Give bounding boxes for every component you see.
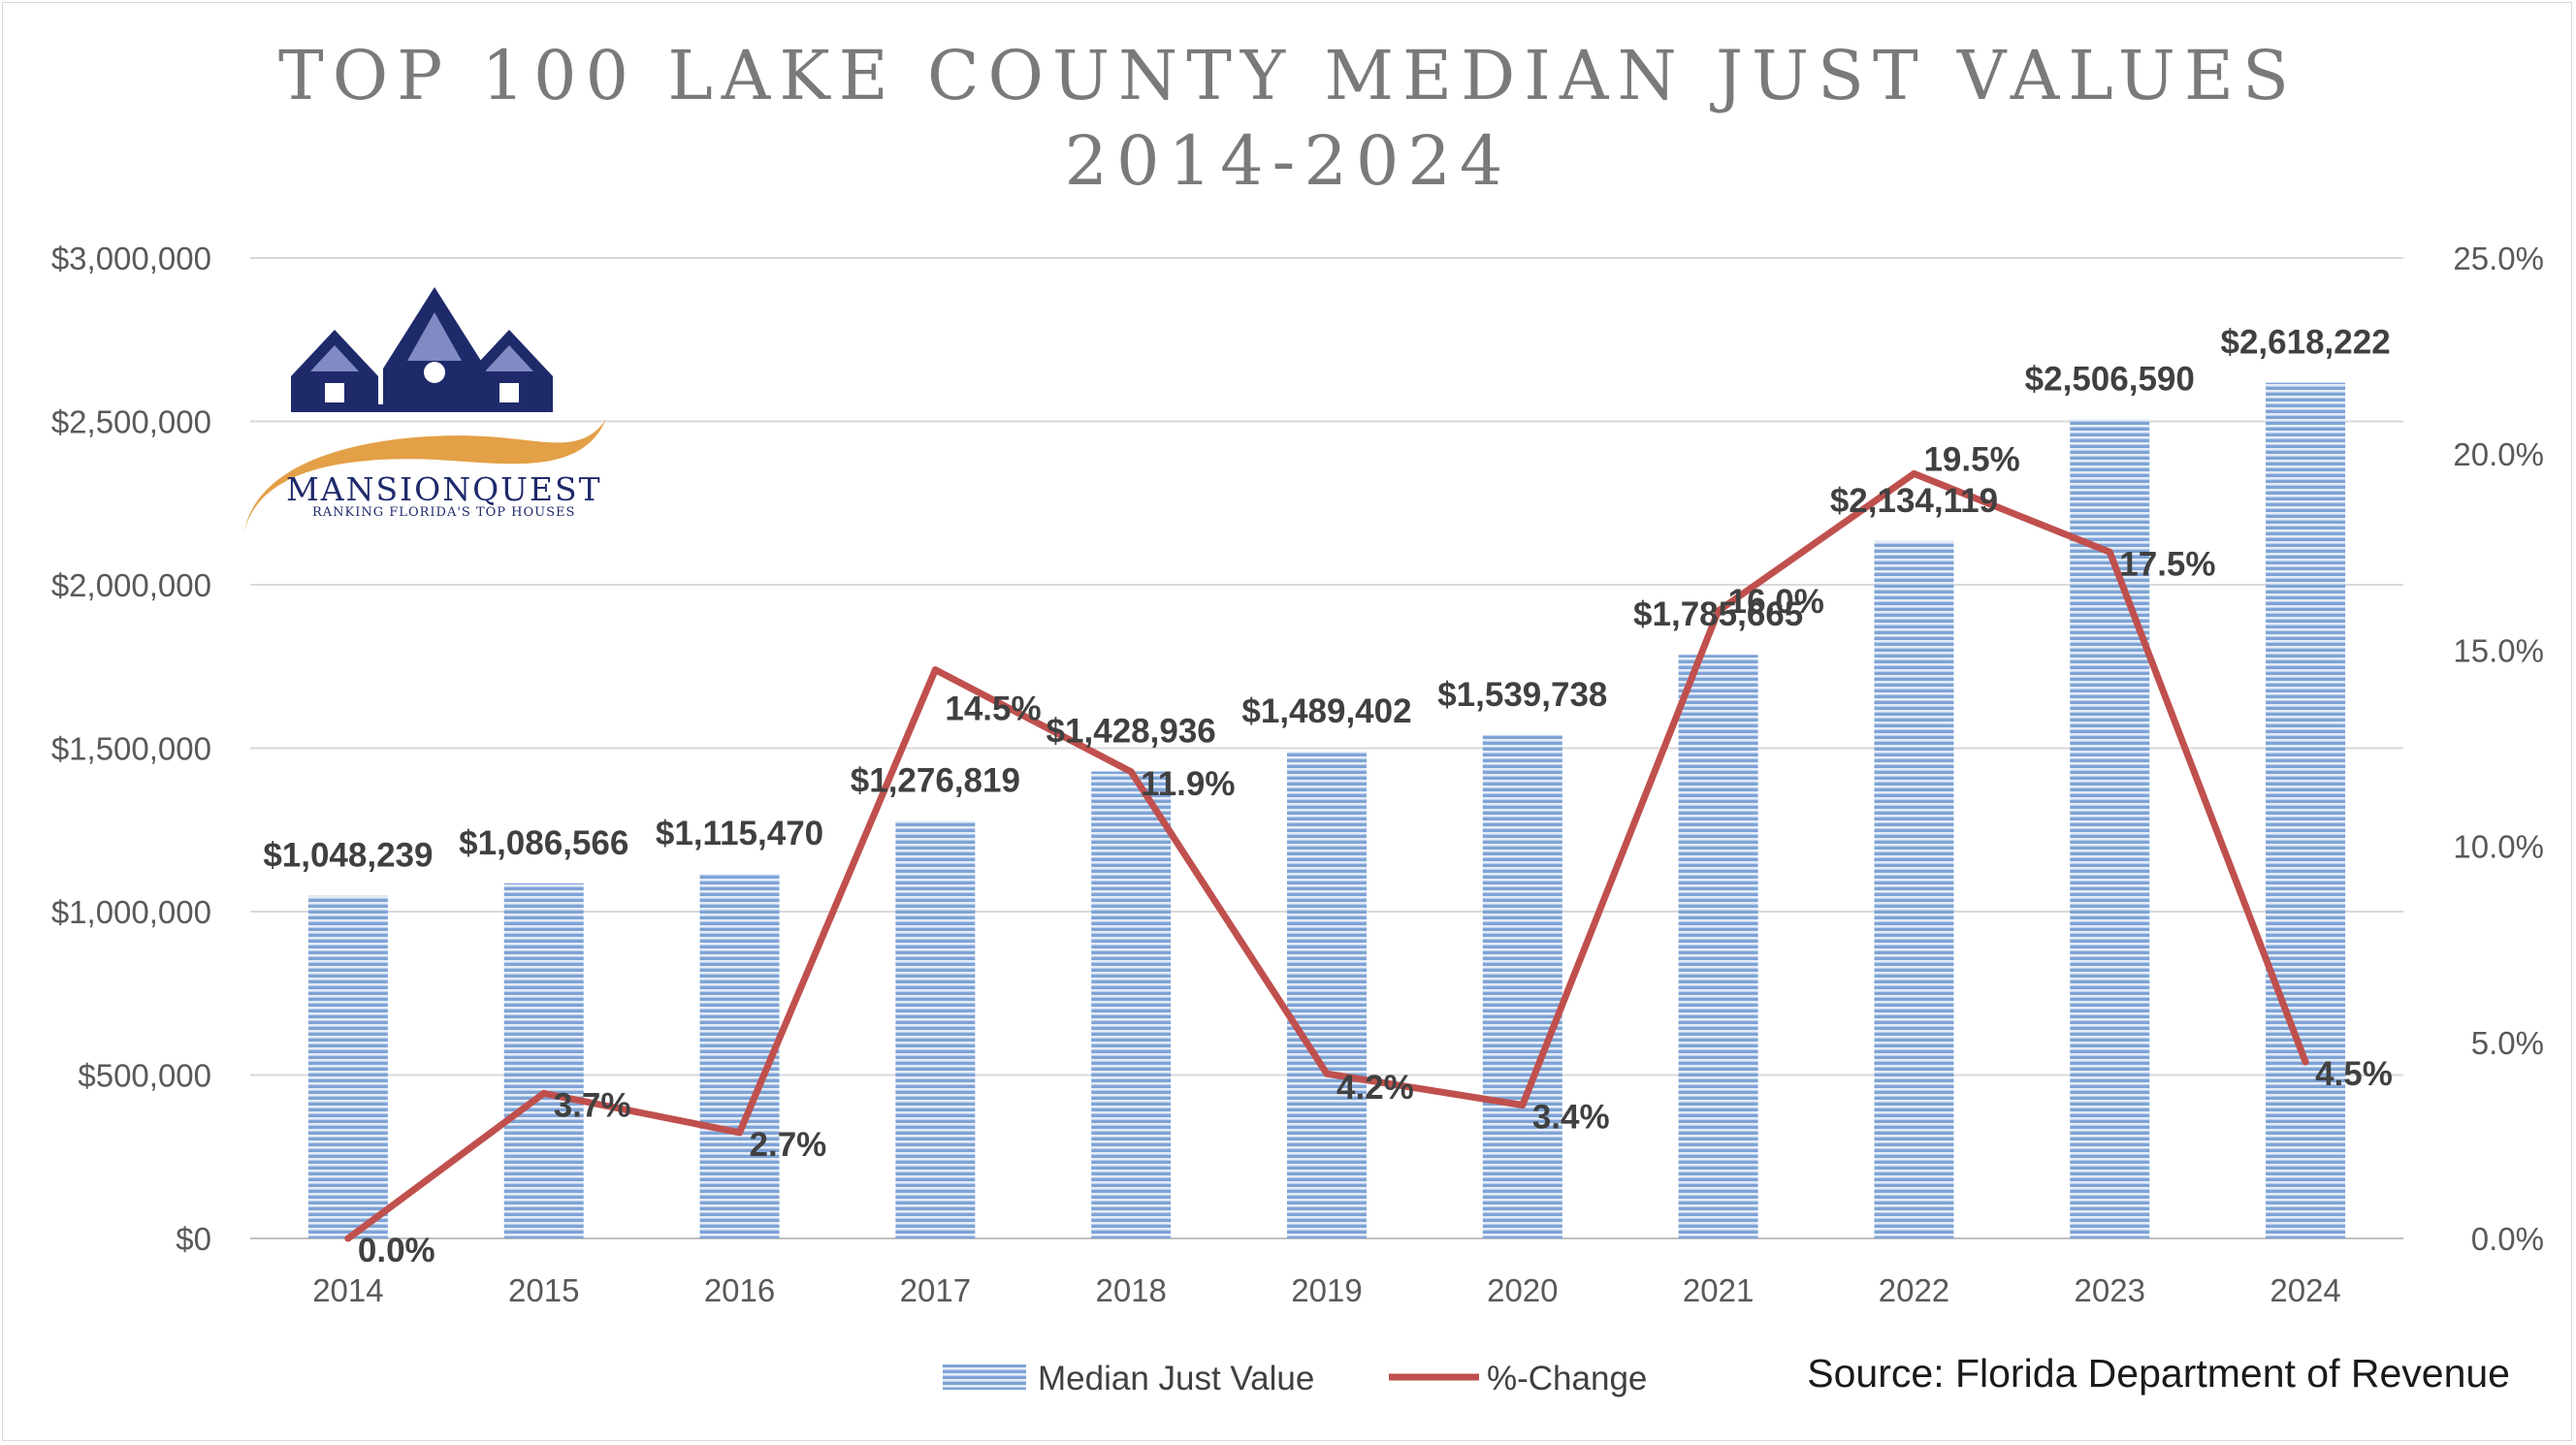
left-tick-label: $2,500,000 (51, 404, 211, 440)
x-tick-label: 2019 (1291, 1272, 1362, 1308)
line-data-label: 3.7% (554, 1086, 631, 1124)
right-tick-label: 0.0% (2471, 1221, 2544, 1257)
bar-data-labels: $1,048,239 $1,086,566 $1,115,470 $1,276,819… (263, 324, 2390, 875)
line-data-label: 16.0% (1728, 583, 1824, 621)
line-point (2106, 548, 2113, 556)
bar-data-label: $1,115,470 (656, 815, 823, 852)
right-axis: 0.0% 5.0% 10.0% 15.0% 20.0% 25.0% (2453, 241, 2544, 1257)
right-tick-label: 25.0% (2453, 241, 2544, 276)
line-point (1910, 469, 1917, 477)
line-point (736, 1129, 744, 1137)
legend-label-line: %-Change (1487, 1360, 1647, 1397)
mansionquest-logo: MANSIONQUEST RANKING FLORIDA'S TOP HOUSE… (244, 287, 606, 531)
line-data-label: 11.9% (1141, 765, 1235, 803)
line-point (2302, 1058, 2309, 1066)
x-tick-label: 2020 (1487, 1272, 1558, 1308)
x-tick-label: 2023 (2075, 1272, 2145, 1308)
x-axis: 2014 2015 2016 2017 2018 2019 2020 2021 2022 2023… (312, 1272, 2341, 1308)
bar-data-label: $1,539,738 (1437, 676, 1607, 714)
x-tick-label: 2022 (1879, 1272, 1949, 1308)
line-point (931, 666, 939, 674)
logo-tagline: RANKING FLORIDA'S TOP HOUSES (312, 505, 575, 520)
chart-title: TOP 100 LAKE COUNTY MEDIAN JUST VALUES (278, 36, 2298, 115)
line-data-label: 0.0% (358, 1232, 435, 1269)
line-data-label: 3.4% (1532, 1099, 1610, 1137)
left-tick-label: $0 (176, 1221, 211, 1257)
bar-data-label: $1,086,566 (459, 824, 628, 862)
right-tick-label: 15.0% (2453, 632, 2544, 668)
left-axis: $0 $500,000 $1,000,000 $1,500,000 $2,000,000… (51, 241, 211, 1257)
bar (307, 895, 388, 1238)
left-tick-label: $3,000,000 (51, 241, 211, 276)
bar (2266, 382, 2346, 1238)
bar-data-label: $1,428,936 (1046, 712, 1216, 750)
legend: Median Just Value %-Change (943, 1360, 1647, 1397)
x-tick-label: 2014 (312, 1272, 383, 1308)
line-data-label: 14.5% (945, 690, 1041, 728)
bar (1874, 540, 1954, 1238)
bar (699, 874, 780, 1238)
left-tick-label: $1,000,000 (51, 894, 211, 930)
line-point (1715, 607, 1723, 615)
bar (503, 883, 584, 1238)
line-point (344, 1235, 352, 1242)
bar (1678, 655, 1758, 1238)
x-tick-label: 2018 (1095, 1272, 1166, 1308)
bar-data-label: $1,785,665 (1633, 595, 1803, 633)
right-tick-label: 5.0% (2471, 1025, 2544, 1061)
x-tick-label: 2021 (1683, 1272, 1754, 1308)
right-tick-label: 10.0% (2453, 829, 2544, 865)
chart-subtitle: 2014-2024 (1065, 121, 1512, 201)
bar (1482, 735, 1562, 1238)
bar (1091, 771, 1172, 1238)
source-note: Source: Florida Department of Revenue (1807, 1351, 2510, 1396)
line-data-label: 2.7% (750, 1126, 827, 1164)
legend-label-bars: Median Just Value (1038, 1360, 1314, 1397)
bar-data-label: $1,048,239 (263, 837, 433, 875)
line-data-label: 19.5% (1923, 440, 2019, 478)
legend-bar-swatch (943, 1365, 1026, 1390)
x-tick-label: 2015 (508, 1272, 579, 1308)
bar-data-label: $2,134,119 (1830, 482, 1998, 520)
bar-series (307, 382, 2346, 1238)
left-tick-label: $2,000,000 (51, 567, 211, 603)
bar-data-label: $2,506,590 (2025, 360, 2195, 398)
bar (1287, 752, 1367, 1238)
x-tick-label: 2016 (704, 1272, 775, 1308)
bar-data-label: $1,276,819 (851, 762, 1020, 800)
line-point (1323, 1070, 1331, 1077)
x-tick-label: 2017 (900, 1272, 971, 1308)
line-data-label: 4.5% (2315, 1055, 2393, 1093)
line-series (344, 469, 2309, 1242)
line-data-label: 4.2% (1336, 1069, 1414, 1107)
x-tick-label: 2024 (2270, 1272, 2340, 1308)
line-point (1127, 768, 1135, 776)
left-tick-label: $500,000 (78, 1058, 211, 1094)
line-data-label: 17.5% (2119, 545, 2215, 583)
left-tick-label: $1,500,000 (51, 731, 211, 767)
bar-data-label: $2,618,222 (2221, 324, 2391, 362)
logo-houses-icon (291, 287, 553, 412)
line-point (540, 1089, 548, 1097)
right-tick-label: 20.0% (2453, 436, 2544, 472)
line-point (1519, 1102, 1527, 1109)
line-data-labels: 0.0% 3.7% 2.7% 14.5% 11.9% 4.2% 3.4% 16.0% 19.5%… (358, 440, 2393, 1269)
logo-wordmark: MANSIONQUEST (286, 470, 602, 508)
logo-swoosh-icon (244, 419, 606, 531)
bar (895, 820, 976, 1238)
bar-data-label: $1,489,402 (1241, 692, 1411, 730)
